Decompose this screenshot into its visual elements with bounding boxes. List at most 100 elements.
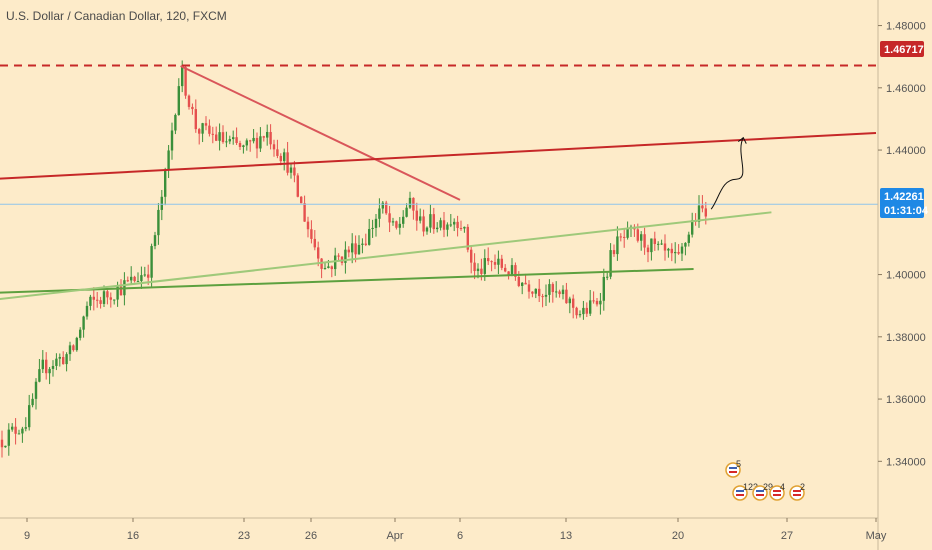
candle-body <box>517 276 520 286</box>
candle-body <box>194 109 197 130</box>
candle-body <box>201 123 204 134</box>
resistance-price-label: 1.46717 <box>884 44 924 56</box>
candle-body <box>164 170 167 197</box>
candle-body <box>619 236 622 238</box>
candle-body <box>177 86 180 115</box>
flag-stripe-icon <box>756 494 764 496</box>
chart-title: U.S. Dollar / Canadian Dollar, 120, FXCM <box>6 9 227 23</box>
candle-body <box>242 145 245 147</box>
y-tick-label: 1.40000 <box>886 270 926 282</box>
candle-body <box>680 246 684 254</box>
candle-body <box>585 307 588 314</box>
candle-body <box>126 280 129 282</box>
candle-body <box>347 249 350 253</box>
candle-body <box>157 209 160 236</box>
candle-body <box>238 143 242 147</box>
us-flag-icon <box>725 462 741 478</box>
ca-flag-icon <box>789 485 805 501</box>
candle-body <box>456 221 459 229</box>
candle-body <box>572 298 575 308</box>
candle-body <box>385 202 388 214</box>
event-marker: 5 <box>725 459 741 478</box>
candle-body <box>701 205 704 209</box>
candle-body <box>317 247 320 259</box>
candle-body <box>140 275 143 282</box>
candle-body <box>58 357 61 359</box>
flag-stripe-icon <box>756 490 764 492</box>
candle-body <box>79 329 82 338</box>
candle-body <box>306 221 310 230</box>
trend-lines <box>0 64 878 300</box>
x-tick-label: 16 <box>127 530 139 542</box>
candle-body <box>357 244 361 255</box>
candle-body <box>337 255 340 257</box>
candle-body <box>11 426 14 430</box>
candle-body <box>561 289 565 295</box>
candle-body <box>606 276 609 278</box>
current-price-label: 1.42261 <box>884 191 924 203</box>
candle-body <box>249 140 252 142</box>
candle-body <box>643 234 646 248</box>
candle-body <box>286 152 289 173</box>
candle-body <box>147 274 150 278</box>
candle-body <box>667 248 670 251</box>
candle-body <box>259 136 262 149</box>
candle-body <box>578 314 582 316</box>
candle-body <box>555 291 558 293</box>
candle-body <box>119 286 123 296</box>
candle-body <box>361 243 364 245</box>
candle-body <box>354 243 357 255</box>
price-scale[interactable]: 1.48000 1.46000 1.44000 1.40000 1.38000 1.360… <box>878 21 926 469</box>
flag-stripe-icon <box>793 490 801 492</box>
y-tick-label: 1.34000 <box>886 456 926 468</box>
candle-body <box>150 246 153 278</box>
candle-body <box>198 129 201 134</box>
x-tick-label: 23 <box>238 530 250 542</box>
candle-body <box>245 140 248 146</box>
candle-body <box>466 226 469 250</box>
time-scale[interactable]: 9 16 23 26 Apr 6 13 20 27 May <box>24 518 887 542</box>
candle-body <box>599 300 602 305</box>
candle-body <box>38 369 41 382</box>
descending-trend-line <box>180 65 461 201</box>
candle-body <box>493 262 497 265</box>
flag-stripe-icon <box>773 490 781 492</box>
projection-arrow-head <box>737 136 747 144</box>
candle-body <box>538 288 541 297</box>
candle-body <box>130 276 133 281</box>
candle-body <box>252 137 255 142</box>
candle-body <box>300 196 303 204</box>
flag-stripe-icon <box>736 494 744 496</box>
candle-body <box>663 243 667 251</box>
event-count: 123 <box>743 482 758 492</box>
candle-body <box>463 226 466 229</box>
candle-body <box>272 144 276 150</box>
event-count: 5 <box>736 459 741 469</box>
candle-body <box>211 133 214 135</box>
candle-body <box>595 300 599 305</box>
candle-body <box>262 136 265 138</box>
candle-body <box>408 197 412 208</box>
candle-body <box>75 337 78 351</box>
candle-body <box>109 297 112 300</box>
y-tick-label: 1.36000 <box>886 394 926 406</box>
candle-body <box>687 234 690 243</box>
candle-body <box>531 291 534 294</box>
candle-body <box>92 296 95 300</box>
candle-body <box>432 214 435 230</box>
candle-body <box>371 227 374 230</box>
candle-body <box>323 267 327 269</box>
candle-body <box>351 243 354 253</box>
candle-body <box>41 359 44 370</box>
candle-body <box>480 268 483 274</box>
candle-body <box>255 137 259 149</box>
candle-body <box>391 221 395 223</box>
candle-body <box>565 289 568 304</box>
candle-body <box>55 358 58 366</box>
economic-events[interactable]: 5 123 29 4 2 <box>725 459 805 501</box>
event-marker: 4 <box>769 482 785 501</box>
candle-body <box>4 445 7 448</box>
event-marker: 29 <box>752 482 773 501</box>
